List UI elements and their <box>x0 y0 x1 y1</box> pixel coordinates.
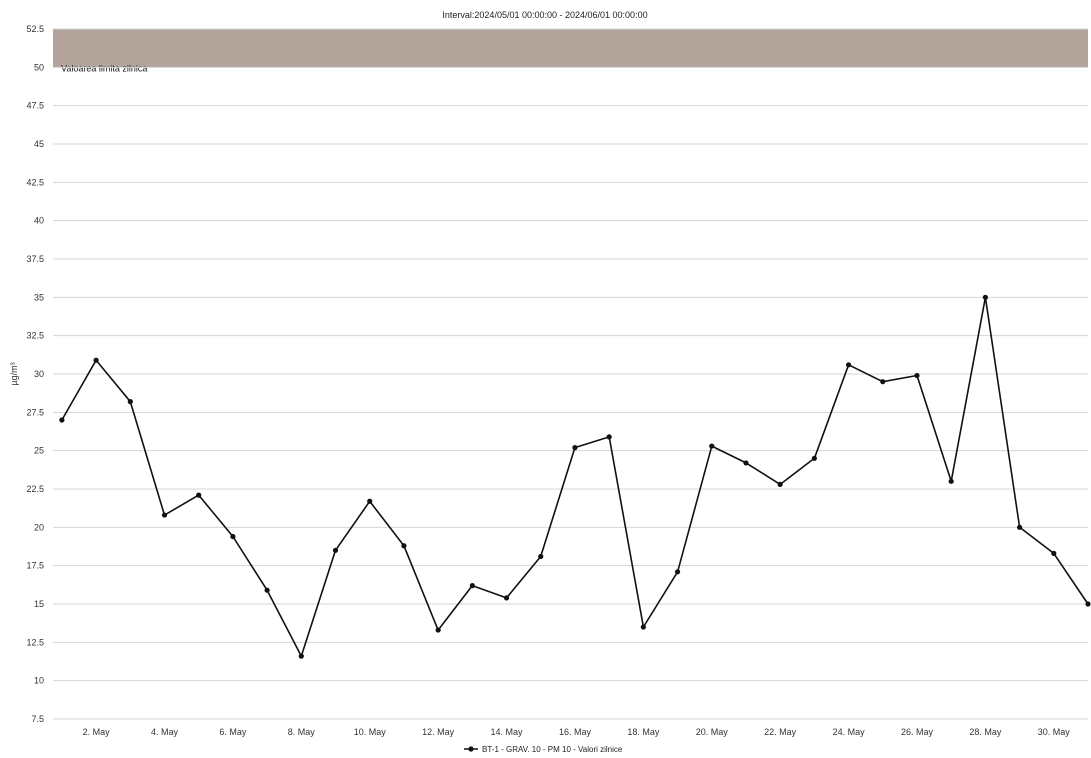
y-tick-label: 22.5 <box>26 484 44 494</box>
y-tick-label: 52.5 <box>26 24 44 34</box>
data-point <box>230 533 236 540</box>
data-point <box>332 547 339 553</box>
chart-title: Interval:2024/05/01 00:00:00 - 2024/06/0… <box>442 10 647 20</box>
data-point <box>127 399 133 405</box>
legend-series-label: BT-1 - GRAV. 10 - PM 10 - Valori zilnice <box>482 745 623 754</box>
data-point <box>1085 601 1091 607</box>
y-tick-label: 40 <box>34 216 44 226</box>
data-point <box>264 587 270 593</box>
y-tick-label: 17.5 <box>26 561 44 571</box>
data-point <box>367 498 373 504</box>
data-point <box>606 434 612 440</box>
x-tick-label: 16. May <box>559 727 592 737</box>
y-tick-label: 25 <box>34 446 44 456</box>
data-point <box>982 294 988 300</box>
y-tick-label: 32.5 <box>26 331 44 341</box>
x-tick-label: 28. May <box>969 727 1002 737</box>
y-tick-label: 30 <box>34 369 44 379</box>
x-tick-label: 18. May <box>627 727 660 737</box>
y-tick-label: 45 <box>34 139 44 149</box>
data-point <box>161 512 168 518</box>
y-axis-label: µg/m³ <box>9 362 19 385</box>
x-tick-label: 24. May <box>833 727 866 737</box>
data-point <box>948 478 954 484</box>
limit-band-label: Valoarea limita zilnica <box>61 63 147 73</box>
x-tick-label: 30. May <box>1038 727 1071 737</box>
y-tick-label: 27.5 <box>26 407 44 417</box>
data-point <box>777 481 783 487</box>
data-point <box>640 624 646 630</box>
x-tick-label: 10. May <box>354 727 387 737</box>
data-point <box>93 357 99 363</box>
x-tick-label: 8. May <box>288 727 316 737</box>
data-point <box>503 595 510 601</box>
x-tick-label: 14. May <box>491 727 524 737</box>
data-point <box>298 653 304 659</box>
data-point <box>914 372 920 379</box>
series-line <box>61 296 1089 657</box>
data-point <box>674 569 681 575</box>
data-point <box>572 445 578 451</box>
data-point <box>401 543 407 549</box>
y-tick-label: 10 <box>34 676 44 686</box>
y-tick-label: 37.5 <box>26 254 44 264</box>
data-point <box>469 583 475 589</box>
y-tick-label: 15 <box>34 599 44 609</box>
y-tick-label: 12.5 <box>26 637 44 647</box>
x-tick-label: 2. May <box>83 727 111 737</box>
data-point <box>1051 550 1057 557</box>
y-tick-label: 47.5 <box>26 101 44 111</box>
data-point <box>811 455 817 461</box>
data-point <box>1016 524 1023 530</box>
x-tick-label: 12. May <box>422 727 455 737</box>
data-point <box>845 362 852 368</box>
x-tick-label: 22. May <box>764 727 797 737</box>
y-tick-label: 35 <box>34 292 44 302</box>
y-tick-label: 7.5 <box>31 714 44 724</box>
data-point <box>743 460 749 466</box>
data-point <box>435 627 441 633</box>
data-point <box>880 379 886 385</box>
limit-band <box>53 29 1088 68</box>
y-tick-label: 20 <box>34 522 44 532</box>
x-tick-label: 20. May <box>696 727 729 737</box>
x-tick-label: 26. May <box>901 727 934 737</box>
data-point <box>709 443 715 449</box>
legend: BT-1 - GRAV. 10 - PM 10 - Valori zilnice <box>464 745 623 754</box>
x-tick-label: 6. May <box>219 727 247 737</box>
data-point <box>59 417 65 423</box>
data-point <box>538 553 544 560</box>
x-tick-label: 4. May <box>151 727 179 737</box>
y-tick-label: 42.5 <box>26 177 44 187</box>
data-point <box>196 492 202 498</box>
legend-point-marker <box>468 746 474 752</box>
y-tick-label: 50 <box>34 62 44 72</box>
